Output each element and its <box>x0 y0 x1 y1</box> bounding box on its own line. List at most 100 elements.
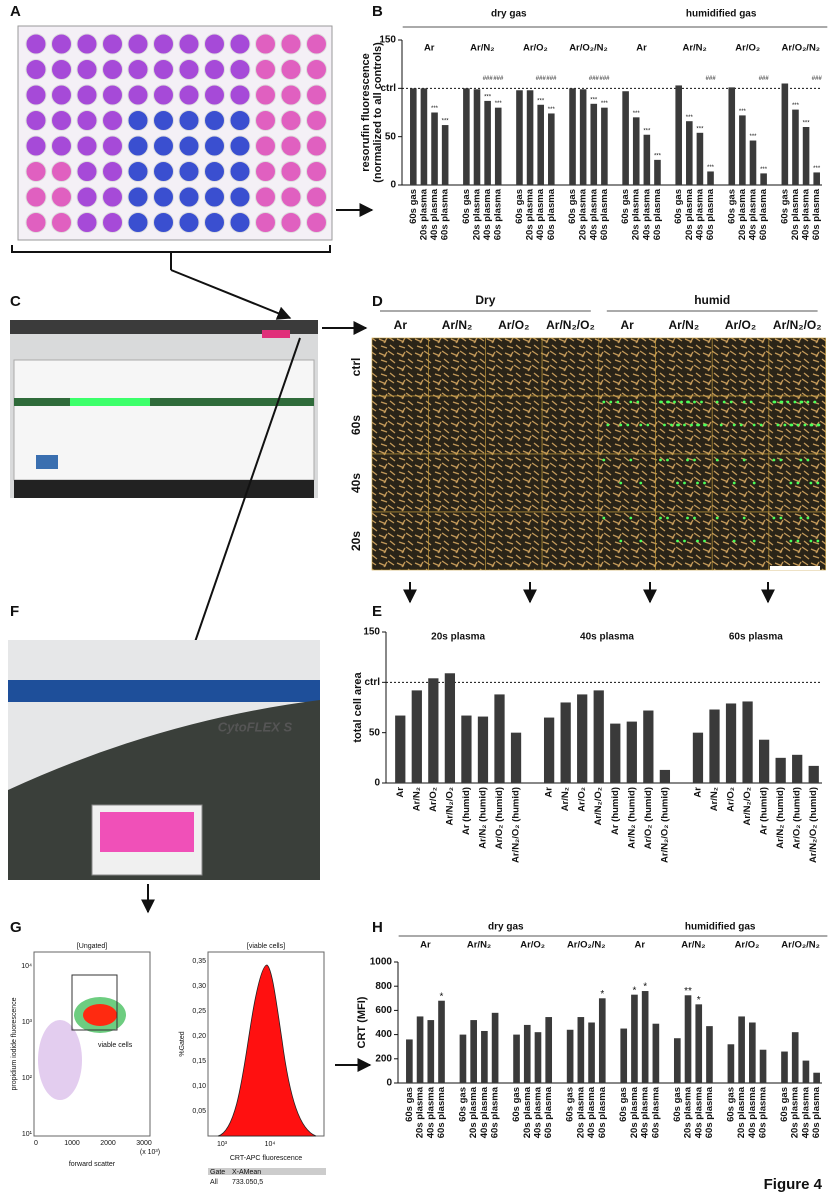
row-label: 20s <box>349 531 363 551</box>
stained-cell <box>806 516 810 520</box>
significance: *** <box>431 106 439 112</box>
stained-cell <box>670 423 673 427</box>
micrograph <box>598 453 656 513</box>
stained-cell <box>616 400 620 404</box>
well <box>280 212 302 233</box>
x-tick-label: 40s plasma <box>479 1086 490 1138</box>
well <box>204 186 225 208</box>
panel-label: G <box>10 919 22 936</box>
bar <box>673 1038 681 1083</box>
significance: *** <box>590 97 598 103</box>
stained-cell <box>619 423 623 427</box>
x-tick-label: 60s plasma <box>758 1086 769 1138</box>
x-tick-label: 20s plasma <box>737 188 748 240</box>
y-axis-label: resorufin fluorescence <box>360 53 372 172</box>
well <box>178 59 200 80</box>
x-tick-label: 40s plasma <box>800 1086 811 1138</box>
x-tick-label: Ar/N₂/O₂ <box>444 787 455 826</box>
y-tick-label: 150 <box>379 35 396 46</box>
well <box>306 84 327 106</box>
y-tick-label: 150 <box>363 627 380 638</box>
bar <box>473 89 481 185</box>
photo-c <box>14 398 314 406</box>
bar <box>620 1028 628 1083</box>
well <box>76 110 98 131</box>
stained-cell <box>602 458 606 462</box>
x-tick-label: 20s plasma <box>522 1086 533 1138</box>
stained-cell <box>752 423 756 427</box>
x-tick-label: Ar/N₂ <box>411 787 422 811</box>
significance: *** <box>739 109 747 115</box>
well <box>25 135 47 157</box>
stained-cell <box>796 539 800 543</box>
stained-cell <box>693 458 696 462</box>
well <box>153 84 174 106</box>
bar <box>459 1034 467 1083</box>
well <box>76 84 98 106</box>
micrograph <box>598 511 656 571</box>
bar <box>601 107 608 185</box>
x-tick-label: 60s gas <box>461 189 472 224</box>
bar <box>802 127 810 185</box>
stained-cell <box>796 423 800 427</box>
x-tick-label: 60s plasma <box>758 188 769 240</box>
bar <box>749 140 757 185</box>
column-label: Ar/O₂ <box>725 318 756 332</box>
well <box>178 186 200 208</box>
bar <box>566 1029 574 1083</box>
significance: *** <box>484 94 492 100</box>
stained-cell <box>704 423 707 427</box>
column-label: Ar <box>394 318 408 332</box>
well <box>102 186 123 208</box>
bar <box>481 1030 488 1083</box>
well <box>255 135 276 157</box>
panel-label: A <box>10 3 21 20</box>
y-tick-label: 400 <box>375 1029 392 1040</box>
stats-cell: 733.050,5 <box>232 1179 263 1186</box>
bar <box>742 701 753 783</box>
micrograph <box>428 453 486 513</box>
stained-cell <box>715 516 719 520</box>
well <box>255 59 276 80</box>
y-tick-label: 0 <box>386 1078 392 1089</box>
bar <box>461 715 472 783</box>
column-label: Ar/N₂/O₂ <box>773 318 822 332</box>
significance: ### <box>493 76 504 82</box>
stained-cell <box>666 516 669 520</box>
bar <box>792 754 803 783</box>
stained-cell <box>619 539 623 543</box>
x-tick-label: 3000 <box>136 1140 152 1147</box>
well <box>51 212 72 233</box>
significance: *** <box>442 119 450 125</box>
x-tick-label: Ar <box>692 787 703 798</box>
stained-cell <box>817 423 821 427</box>
well <box>51 135 72 157</box>
micrograph <box>371 511 430 571</box>
gate-label: viable cells <box>98 1042 133 1049</box>
x-tick-label: 20s plasma <box>472 188 483 240</box>
x-tick-label: 60s plasma <box>652 188 663 240</box>
group-label: 60s plasma <box>729 632 783 643</box>
stained-cell <box>773 400 777 404</box>
bar <box>477 716 489 783</box>
well <box>25 161 47 182</box>
group-label: Ar/O₂ <box>523 43 548 54</box>
bar <box>494 107 502 185</box>
micrograph <box>711 453 770 513</box>
well <box>25 33 47 55</box>
photo-c <box>13 359 315 481</box>
significance: ### <box>546 76 557 82</box>
significance: ** <box>684 986 692 997</box>
panel-label: E <box>372 603 382 620</box>
bar <box>696 132 704 185</box>
bar <box>526 90 534 185</box>
well <box>102 135 123 157</box>
stained-cell <box>663 423 666 427</box>
x-tick-label: Ar/O₂ (humid) <box>494 787 505 849</box>
well <box>280 135 302 157</box>
stained-cell <box>809 539 813 543</box>
scatter-cloud <box>38 1020 82 1100</box>
group-label: Ar <box>635 940 646 951</box>
x-tick-label: 20s plasma <box>790 188 801 240</box>
bar <box>598 998 606 1083</box>
